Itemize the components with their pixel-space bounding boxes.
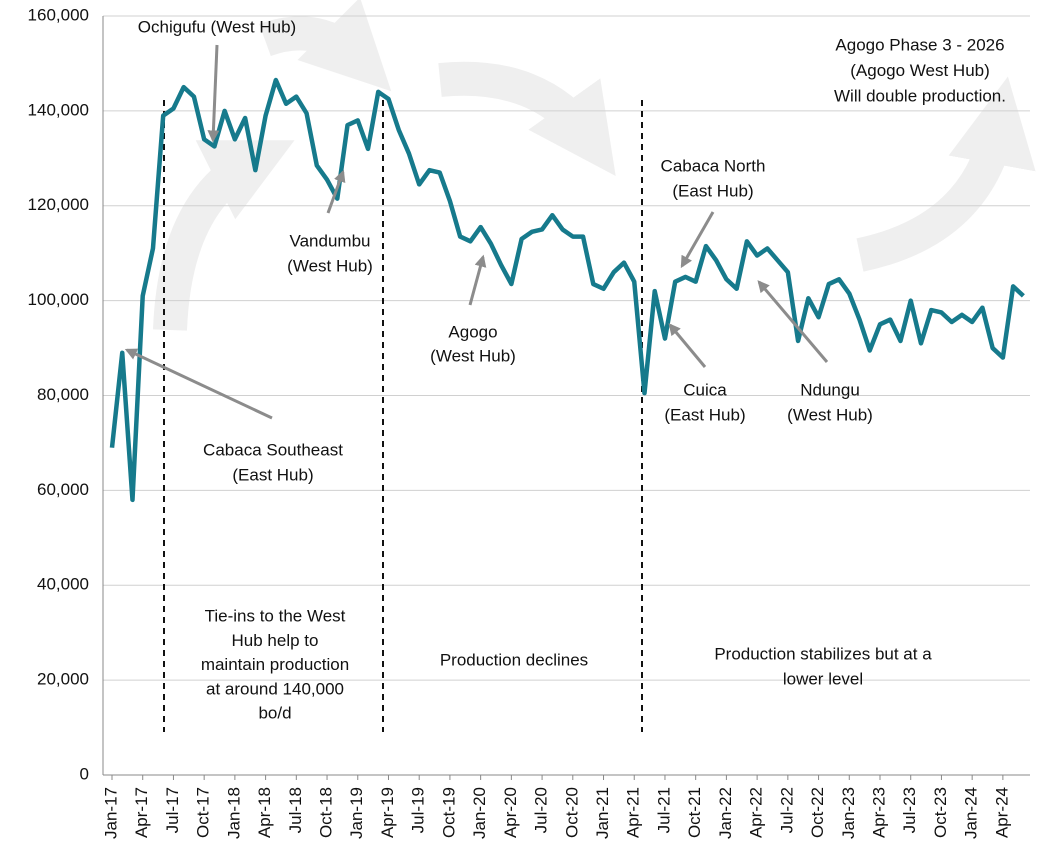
annotation: bo/d	[258, 704, 291, 723]
y-tick-label: 140,000	[28, 100, 89, 119]
y-tick-label: 40,000	[37, 575, 89, 594]
annotation: (East Hub)	[672, 181, 753, 200]
annotation: Ndungu	[800, 380, 860, 399]
x-tick-label: Oct-18	[317, 787, 336, 838]
annotation: (Agogo West Hub)	[850, 61, 990, 80]
annotation-arrow	[757, 280, 829, 363]
annotation-arrow	[668, 323, 707, 368]
x-tick-label: Apr-17	[132, 787, 151, 838]
annotation: Agogo Phase 3 - 2026	[835, 35, 1004, 54]
x-tick-label: Jul-21	[654, 787, 673, 833]
x-tick-label: Jan-24	[962, 787, 981, 839]
y-tick-label: 60,000	[37, 480, 89, 499]
annotation: Production declines	[440, 650, 588, 669]
annotation: Tie-ins to the West	[205, 606, 346, 625]
background-arrows	[153, 0, 1036, 331]
x-tick-label: Oct-20	[562, 787, 581, 838]
x-tick-label: Jan-18	[224, 787, 243, 839]
annotation-arrow	[207, 44, 220, 143]
annotation: maintain production	[201, 655, 349, 674]
x-tick-label: Jul-17	[163, 787, 182, 833]
y-tick-label: 100,000	[28, 290, 89, 309]
x-tick-label: Jan-17	[101, 787, 120, 839]
series-line	[109, 77, 1025, 503]
x-tick-label: Apr-23	[869, 787, 888, 838]
annotation-arrow	[326, 169, 346, 214]
x-tick-label: Oct-22	[808, 787, 827, 838]
annotation: Vandumbu	[290, 231, 371, 250]
y-tick-label: 120,000	[28, 195, 89, 214]
x-tick-label: Oct-21	[685, 787, 704, 838]
annotation: (West Hub)	[287, 256, 373, 275]
x-tick-label: Jul-22	[777, 787, 796, 833]
annotation: (East Hub)	[232, 465, 313, 484]
annotation: Hub help to	[232, 631, 319, 650]
x-tick-label: Jan-22	[716, 787, 735, 839]
x-tick-label: Apr-21	[624, 787, 643, 838]
annotation-arrow	[680, 211, 715, 269]
annotation-arrow	[468, 254, 487, 306]
x-tick-label: Jul-18	[286, 787, 305, 833]
x-tick-label: Apr-18	[255, 787, 274, 838]
x-tick-label: Apr-22	[747, 787, 766, 838]
annotation: Agogo	[448, 322, 497, 341]
annotation: lower level	[783, 669, 863, 688]
annotation: (West Hub)	[430, 346, 516, 365]
annotation: Will double production.	[834, 86, 1006, 105]
x-tick-label: Apr-20	[501, 787, 520, 838]
x-tick-label: Jul-23	[900, 787, 919, 833]
annotation: Ochigufu (West Hub)	[138, 17, 296, 36]
annotation: Cuica	[683, 380, 727, 399]
annotation: Cabaca Southeast	[203, 440, 343, 459]
x-tick-label: Jan-23	[839, 787, 858, 839]
x-tick-label: Apr-19	[378, 787, 397, 838]
annotation-arrow	[124, 348, 273, 420]
y-tick-label: 80,000	[37, 385, 89, 404]
annotation: (East Hub)	[664, 405, 745, 424]
y-tick-label: 160,000	[28, 5, 89, 24]
annotation: at around 140,000	[206, 679, 344, 698]
x-tick-label: Jan-21	[593, 787, 612, 839]
x-tick-label: Jul-19	[409, 787, 428, 833]
annotation: Cabaca North	[661, 156, 766, 175]
x-tick-label: Oct-23	[931, 787, 950, 838]
annotation: (West Hub)	[787, 405, 873, 424]
x-tick-label: Jul-20	[532, 787, 551, 833]
annotation: Production stabilizes but at a	[714, 644, 932, 663]
x-tick-label: Apr-24	[992, 787, 1011, 838]
x-tick-label: Jan-20	[470, 787, 489, 839]
y-tick-label: 20,000	[37, 670, 89, 689]
x-tick-label: Oct-19	[439, 787, 458, 838]
y-tick-label: 0	[80, 764, 89, 783]
x-tick-label: Jan-19	[347, 787, 366, 839]
x-tick-label: Oct-17	[194, 787, 213, 838]
